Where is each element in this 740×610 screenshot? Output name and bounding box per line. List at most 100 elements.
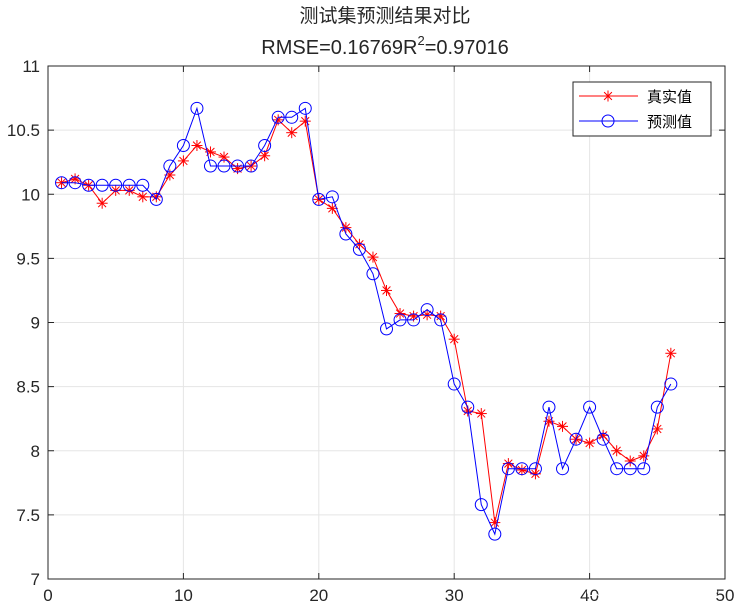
point-predicted-35: [515, 462, 529, 476]
point-actual-2-stroke-3: [70, 174, 80, 184]
point-actual-13-stroke-3: [219, 152, 229, 162]
point-predicted-41: [596, 432, 610, 446]
point-predicted-16: [258, 139, 272, 153]
point-predicted-4: [95, 178, 109, 192]
point-predicted-36: [528, 462, 542, 476]
point-actual-5-stroke-3: [111, 186, 120, 195]
chart-subtitle: RMSE=0.16769R2=0.97016: [261, 33, 508, 59]
point-predicted-24: [366, 267, 380, 281]
point-predicted-33: [488, 527, 502, 541]
point-actual-40: [584, 437, 596, 449]
point-predicted-45: [650, 400, 664, 414]
legend-marker-predicted: [601, 114, 615, 128]
point-predicted-6: [122, 178, 136, 192]
point-actual-9-stroke-3: [165, 170, 175, 180]
point-actual-24: [367, 251, 379, 263]
point-predicted-20: [312, 192, 326, 206]
point-predicted-30: [447, 377, 461, 391]
point-actual-7-stroke-3: [138, 192, 148, 202]
point-predicted-1: [55, 176, 69, 190]
point-actual-10-stroke-3: [179, 156, 188, 166]
point-actual-44: [638, 450, 650, 462]
y-tick-label-7: 10.5: [7, 121, 40, 140]
point-actual-11-stroke-3: [192, 141, 202, 150]
point-actual-44-stroke-3: [639, 451, 649, 461]
point-actual-36-stroke-3: [531, 469, 540, 479]
point-predicted-25: [380, 322, 393, 336]
point-predicted-28: [420, 303, 434, 317]
point-actual-32: [475, 408, 487, 420]
point-actual-4-stroke-3: [97, 198, 107, 208]
point-predicted-44: [637, 462, 651, 476]
point-actual-19: [299, 115, 311, 127]
legend-label-actual: 真实值: [647, 88, 692, 106]
y-tick-label-8: 11: [22, 57, 40, 76]
point-predicted-31: [461, 400, 475, 414]
point-actual-32-stroke-3: [477, 409, 486, 418]
point-actual-13: [218, 151, 230, 163]
y-tick-label-0: 7: [31, 570, 40, 589]
chart-title: 测试集预测结果对比: [299, 5, 470, 27]
point-predicted-34: [501, 462, 515, 476]
point-actual-29-stroke-3: [436, 311, 445, 321]
point-actual-18: [286, 127, 298, 139]
point-actual-30-stroke-3: [449, 334, 459, 344]
point-actual-6-stroke-3: [124, 186, 134, 195]
axis-ticks: 0 10 20 30 40 50 7 7.5 8 8.5 9 9.5 10 10.5 11: [7, 57, 735, 605]
point-actual-43: [624, 455, 636, 467]
point-actual-42: [611, 445, 623, 457]
point-actual-46-stroke-3: [666, 349, 676, 358]
point-actual-38-stroke-3: [558, 422, 567, 431]
legend-label-predicted: 预测值: [647, 113, 692, 131]
watermark-text: CSDN @JzgOeByLWe: [586, 584, 718, 599]
point-predicted-19: [298, 101, 312, 115]
point-actual-25-stroke-3: [382, 286, 391, 295]
point-predicted-14: [231, 159, 245, 173]
point-actual-11: [191, 140, 203, 152]
y-tick-label-5: 9.5: [16, 249, 40, 268]
point-predicted-27: [407, 313, 421, 327]
point-actual-10: [177, 155, 189, 167]
legend-asterisk-stroke-3: [603, 91, 613, 101]
point-predicted-9: [163, 159, 177, 173]
subtitle-r2-exponent: 2: [417, 33, 424, 48]
series-layer: [55, 101, 678, 541]
point-actual-35-stroke-3: [517, 465, 527, 475]
point-actual-25: [381, 284, 392, 296]
legend-asterisk: [602, 90, 614, 102]
point-actual-45-stroke-3: [653, 424, 662, 434]
point-actual-21: [326, 202, 338, 214]
point-predicted-3: [82, 178, 96, 192]
point-predicted-15: [244, 159, 258, 173]
point-predicted-23: [352, 242, 366, 256]
point-predicted-18: [285, 110, 299, 124]
series-line-predicted: [61, 106, 672, 536]
point-predicted-43: [623, 462, 637, 476]
point-actual-40-stroke-3: [585, 438, 594, 448]
x-tick-label-3: 30: [445, 586, 464, 605]
point-actual-24-stroke-3: [368, 252, 378, 262]
point-actual-38: [557, 420, 569, 432]
x-tick-label-1: 10: [174, 586, 193, 605]
point-predicted-10: [176, 139, 190, 153]
y-tick-label-3: 8.5: [16, 378, 40, 397]
x-tick-label-2: 20: [309, 586, 328, 605]
legend-marker-actual: [602, 90, 614, 102]
point-predicted-8: [149, 192, 163, 206]
point-predicted-40: [583, 400, 597, 414]
point-predicted-29: [434, 313, 448, 327]
legend-box: [572, 81, 712, 137]
point-predicted-39: [569, 432, 583, 446]
point-actual-42-stroke-3: [612, 446, 621, 456]
point-predicted-22: [339, 227, 353, 241]
point-actual-19-stroke-3: [301, 116, 310, 126]
point-predicted-21: [325, 190, 339, 204]
point-actual-18-stroke-3: [287, 128, 296, 137]
subtitle-r2-value: =0.97016: [425, 37, 509, 59]
point-predicted-17: [271, 110, 285, 124]
x-tick-label-0: 0: [43, 586, 52, 605]
x-tick-label-5: 50: [716, 586, 735, 605]
y-tick-label-6: 10: [21, 185, 40, 204]
point-predicted-11: [190, 101, 204, 115]
